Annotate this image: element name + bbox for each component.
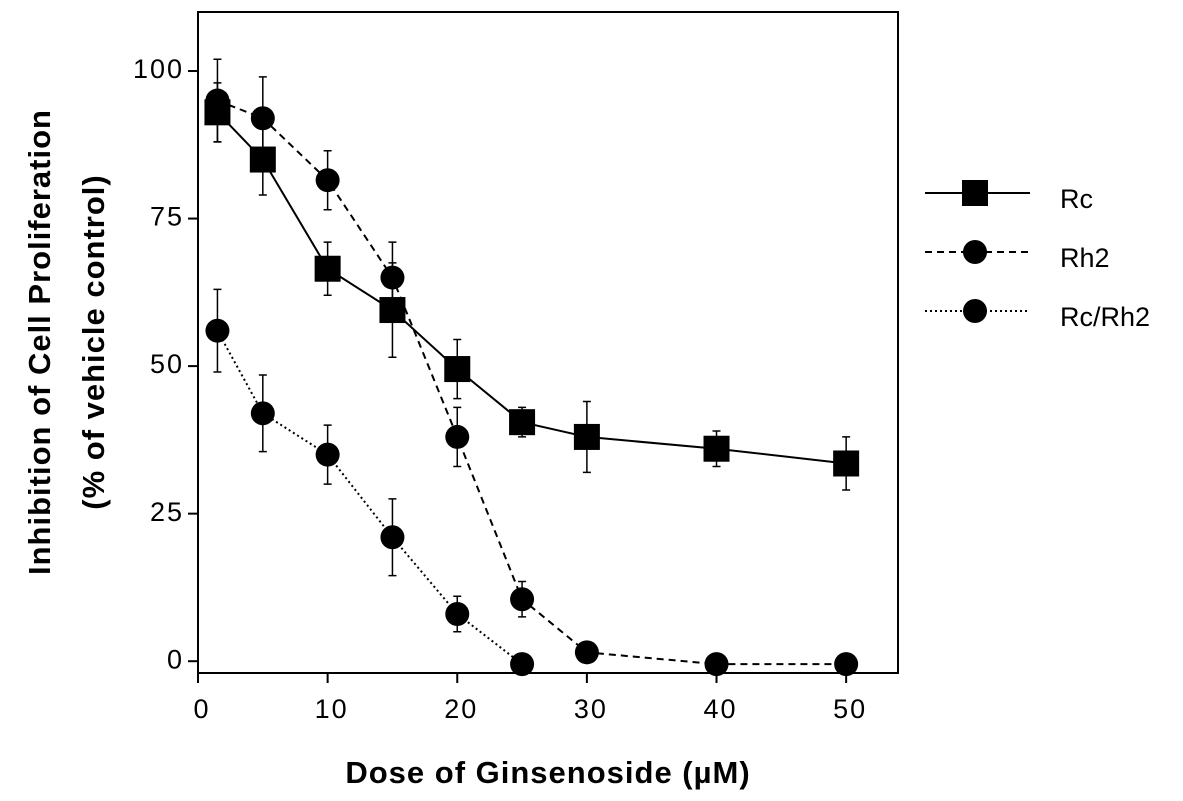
marker — [315, 442, 340, 467]
marker — [250, 401, 275, 426]
marker — [445, 424, 470, 449]
marker — [444, 356, 471, 383]
marker — [834, 652, 859, 677]
legend-marker — [963, 299, 987, 323]
x-tick-label: 0 — [193, 694, 210, 724]
x-tick-label: 40 — [703, 694, 737, 724]
y-axis-title: Inhibition of Cell Proliferation — [22, 109, 57, 575]
marker — [380, 265, 405, 290]
marker — [510, 587, 535, 612]
marker — [205, 318, 230, 343]
legend-label: Rh2 — [1060, 243, 1110, 273]
y-tick-label: 0 — [167, 644, 184, 674]
x-tick-label: 50 — [833, 694, 867, 724]
marker — [704, 652, 729, 677]
legend-label: Rc/Rh2 — [1060, 302, 1150, 332]
y-tick-label: 75 — [150, 202, 184, 232]
series-line — [216, 330, 523, 665]
marker — [509, 409, 536, 436]
y-axis-title: (% of vehicle control) — [76, 174, 111, 509]
y-tick-label: 100 — [133, 54, 184, 84]
marker — [445, 601, 470, 626]
marker — [314, 255, 341, 282]
x-axis-title: Dose of Ginsenoside (µM) — [345, 755, 750, 790]
marker — [703, 435, 730, 462]
series-line — [217, 99, 847, 666]
marker — [510, 652, 535, 677]
marker — [250, 106, 275, 131]
legend-marker — [962, 180, 988, 206]
marker — [315, 168, 340, 193]
legend-label: Rc — [1060, 184, 1093, 214]
x-tick-label: 10 — [315, 694, 349, 724]
marker — [205, 88, 230, 113]
marker — [833, 450, 860, 477]
marker — [573, 423, 600, 450]
legend-marker — [963, 240, 987, 264]
y-tick-label: 50 — [150, 349, 184, 379]
y-tick-label: 25 — [150, 497, 184, 527]
plot-frame — [197, 11, 899, 674]
marker — [380, 525, 405, 550]
x-tick-label: 30 — [574, 694, 608, 724]
marker — [574, 640, 599, 665]
x-tick-label: 20 — [444, 694, 478, 724]
